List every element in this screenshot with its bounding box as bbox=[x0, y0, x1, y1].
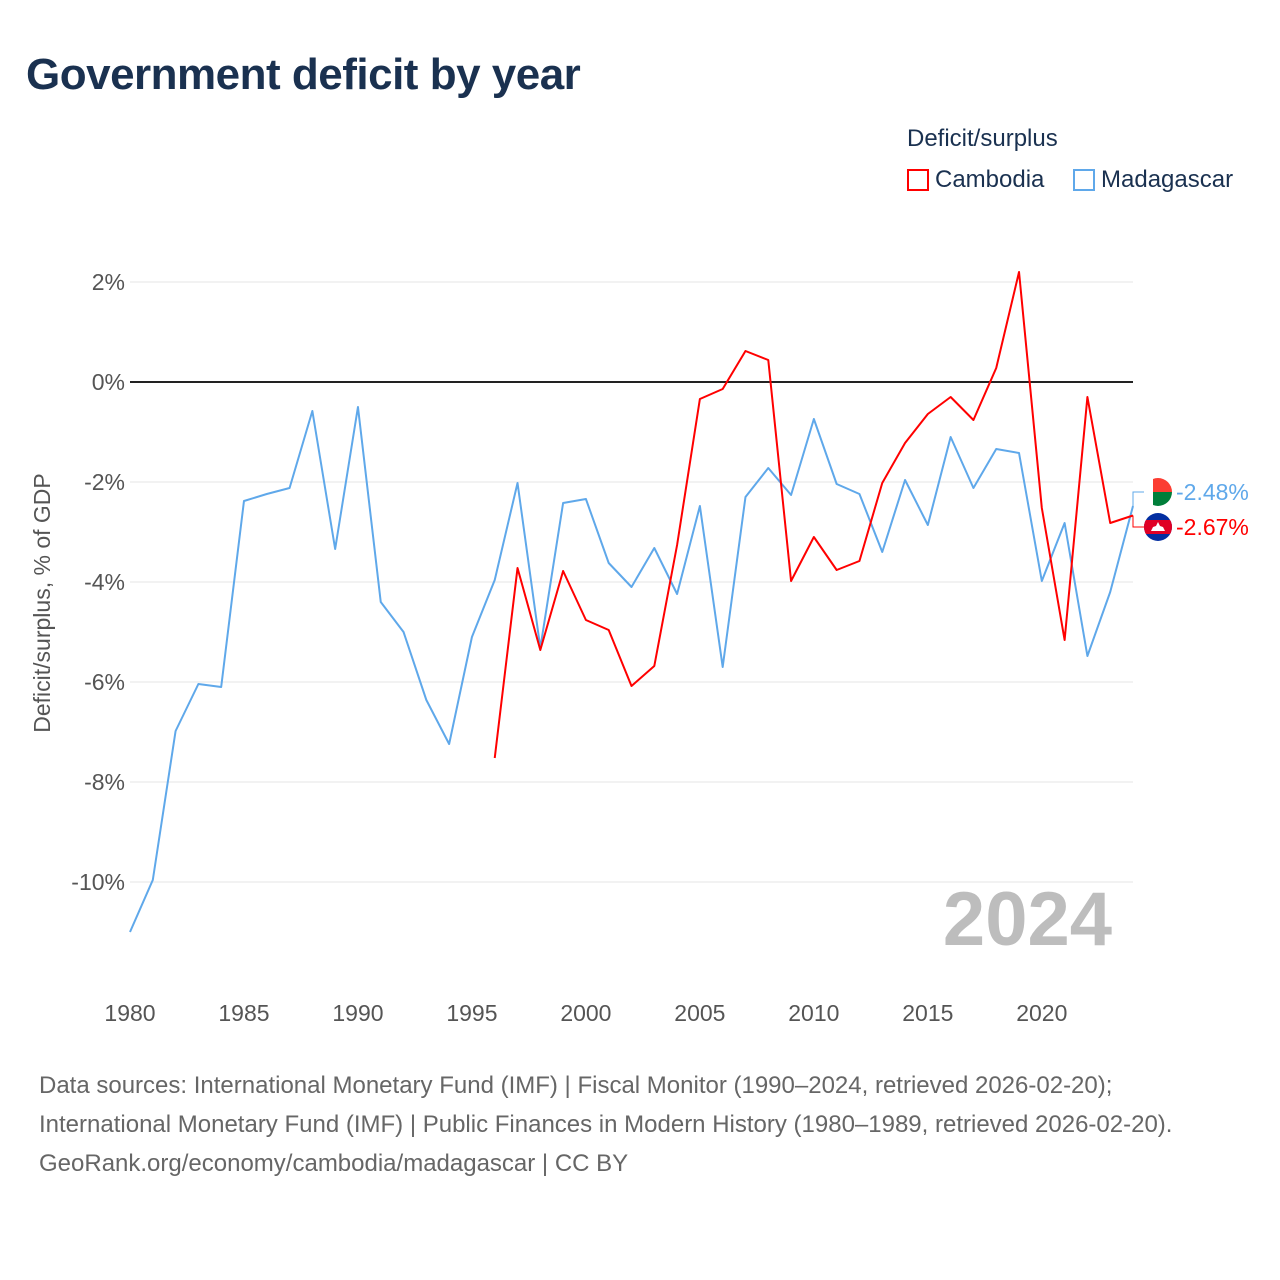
y-tick-label: -6% bbox=[84, 669, 125, 695]
y-tick-label: 0% bbox=[92, 369, 125, 395]
y-tick-label: -8% bbox=[84, 769, 125, 795]
footer: Data sources: International Monetary Fun… bbox=[39, 1066, 1239, 1183]
legend-label-cambodia: Cambodia bbox=[935, 166, 1045, 193]
end-label-madagascar: -2.48% bbox=[1176, 479, 1249, 505]
legend-swatch-madagascar bbox=[1073, 169, 1095, 191]
y-tick-label: 2% bbox=[92, 269, 125, 295]
x-tick-label: 2015 bbox=[902, 1000, 953, 1026]
connector-madagascar bbox=[1132, 491, 1144, 506]
legend-item-cambodia[interactable]: Cambodia bbox=[907, 166, 1044, 194]
series-line-madagascar[interactable] bbox=[129, 406, 1134, 933]
y-axis-label: Deficit/surplus, % of GDP bbox=[29, 473, 55, 732]
end-label-cambodia: -2.67% bbox=[1176, 514, 1249, 540]
year-watermark: 2024 bbox=[943, 877, 1112, 962]
data-sources: Data sources: International Monetary Fun… bbox=[39, 1072, 1173, 1138]
credit-link[interactable]: GeoRank.org/economy/cambodia/madagascar … bbox=[39, 1150, 629, 1177]
y-tick-label: -10% bbox=[71, 869, 125, 895]
legend-label-madagascar: Madagascar bbox=[1101, 166, 1234, 193]
chart-title: Government deficit by year bbox=[26, 50, 581, 99]
x-tick-label: 1985 bbox=[218, 1000, 269, 1026]
x-tick-label: 1995 bbox=[446, 1000, 497, 1026]
x-tick-label: 2020 bbox=[1016, 1000, 1067, 1026]
x-tick-label: 1990 bbox=[332, 1000, 383, 1026]
y-tick-label: -2% bbox=[84, 469, 125, 495]
legend-swatch-cambodia bbox=[907, 169, 929, 191]
legend-title: Deficit/surplus bbox=[907, 125, 1058, 152]
x-tick-label: 2010 bbox=[788, 1000, 839, 1026]
madagascar-flag-icon bbox=[1144, 478, 1172, 506]
x-tick-label: 2000 bbox=[560, 1000, 611, 1026]
series-line-cambodia[interactable] bbox=[493, 271, 1134, 759]
y-tick-label: -4% bbox=[84, 569, 125, 595]
x-tick-label: 2005 bbox=[674, 1000, 725, 1026]
x-tick-label: 1980 bbox=[104, 1000, 155, 1026]
legend-item-madagascar[interactable]: Madagascar bbox=[1073, 166, 1233, 194]
connector-cambodia bbox=[1132, 515, 1144, 528]
cambodia-flag-icon bbox=[1144, 513, 1172, 541]
